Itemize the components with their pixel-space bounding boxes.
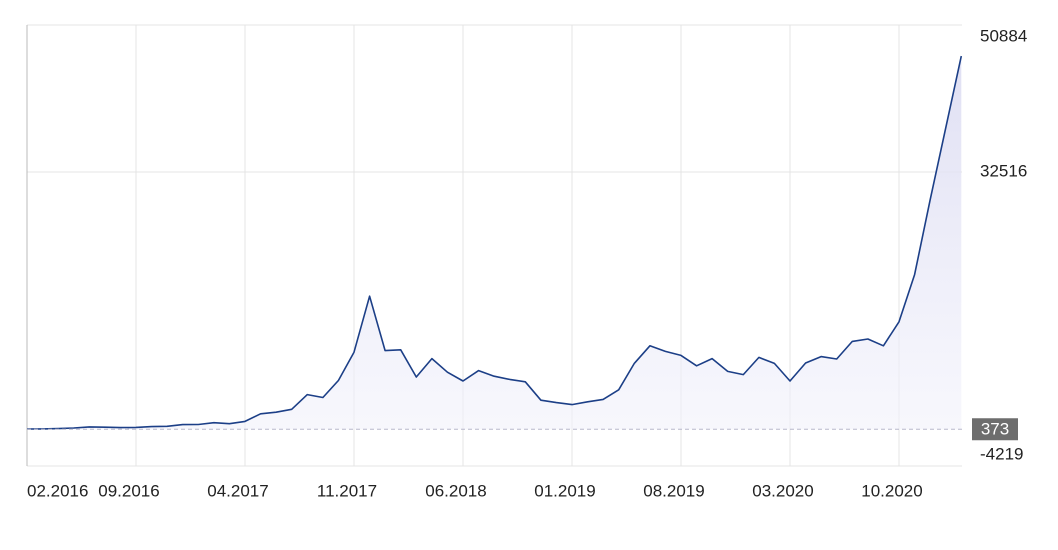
y-tick-label: -4219 — [980, 444, 1023, 463]
x-tick-label: 01.2019 — [534, 481, 595, 500]
x-tick-label: 08.2019 — [643, 481, 704, 500]
x-tick-label: 11.2017 — [317, 481, 377, 500]
y-tick-label: 32516 — [980, 161, 1027, 180]
baseline-label: 373 — [981, 420, 1009, 439]
line — [26, 55, 963, 430]
y-tick-label: 50884 — [980, 26, 1027, 45]
x-tick-label: 03.2020 — [752, 481, 813, 500]
x-tick-label: 04.2017 — [207, 481, 268, 500]
baseline-badge — [972, 418, 1018, 441]
x-tick-label: 10.2020 — [861, 481, 922, 500]
x-tick-label: 09.2016 — [98, 481, 159, 500]
area — [27, 56, 962, 430]
x-tick-label: 02.2016 — [27, 481, 88, 500]
x-tick-label: 06.2018 — [425, 481, 486, 500]
